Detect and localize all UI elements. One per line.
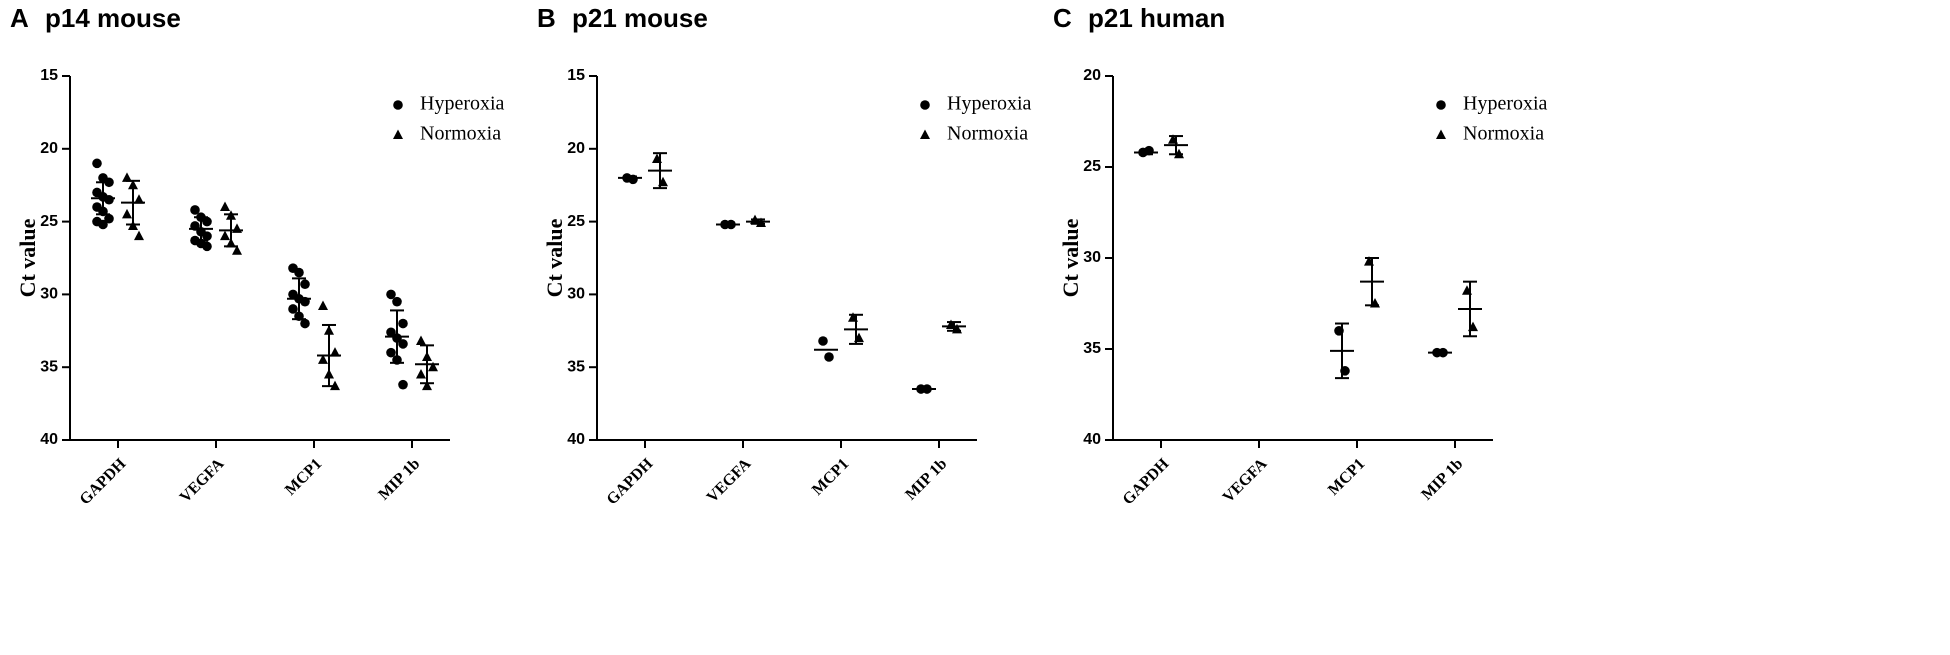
y-tick-label: 40 <box>40 431 58 448</box>
x-tick-label: GAPDH <box>604 455 657 508</box>
x-tick-label: MCP1 <box>282 455 325 498</box>
triangle-point <box>122 172 132 182</box>
triangle-point <box>920 129 930 139</box>
x-tick-label: MIP 1b <box>1418 455 1466 503</box>
triangle-point <box>134 194 144 204</box>
circle-point <box>920 100 930 110</box>
y-tick-label: 40 <box>1083 431 1101 448</box>
y-tick-label: 30 <box>40 286 58 303</box>
x-tick-label: VEGFA <box>1220 455 1271 506</box>
circle-point <box>393 100 403 110</box>
circle-point <box>398 318 408 329</box>
legend-label: Normoxia <box>420 123 501 145</box>
x-tick-label: GAPDH <box>77 455 130 508</box>
triangle-point <box>416 335 426 345</box>
panel-title: p21 mouse <box>572 3 708 33</box>
triangle-point <box>122 208 132 219</box>
circle-point <box>92 158 102 169</box>
circle-point <box>398 379 408 390</box>
circle-point <box>288 304 298 314</box>
circle-point <box>202 231 212 241</box>
x-tick-label: VEGFA <box>704 455 755 506</box>
x-tick-label: MCP1 <box>1325 455 1368 498</box>
triangle-point <box>1436 129 1446 139</box>
y-tick-label: 25 <box>40 213 58 230</box>
legend-label: Hyperoxia <box>947 93 1032 115</box>
y-axis-label: Ct value <box>1058 218 1083 297</box>
circle-point <box>190 205 200 215</box>
panel-title: p21 human <box>1088 3 1225 33</box>
triangle-point <box>416 368 426 379</box>
circle-point <box>824 352 834 362</box>
triangle-point <box>220 201 230 212</box>
legend-label: Normoxia <box>1463 123 1544 145</box>
x-tick-label: VEGFA <box>177 455 228 506</box>
triangle-point <box>232 245 242 255</box>
triangle-point <box>318 300 328 311</box>
circle-point <box>294 267 304 278</box>
y-tick-label: 25 <box>1083 158 1101 175</box>
y-tick-label: 25 <box>567 213 585 230</box>
y-axis-label: Ct value <box>542 218 567 297</box>
y-tick-label: 35 <box>40 358 58 375</box>
circle-point <box>98 219 108 230</box>
x-tick-label: MIP 1b <box>375 455 423 503</box>
circle-point <box>386 289 396 300</box>
triangle-point <box>220 230 230 241</box>
circle-point <box>104 213 114 224</box>
triangle-point <box>330 347 340 357</box>
x-tick-label: MIP 1b <box>902 455 950 503</box>
circle-point <box>300 318 310 329</box>
circle-point <box>818 336 828 346</box>
circle-point <box>386 327 396 338</box>
legend-label: Hyperoxia <box>1463 93 1548 115</box>
panel-label: B <box>537 3 556 33</box>
y-tick-label: 20 <box>567 140 585 157</box>
y-tick-label: 35 <box>1083 340 1101 357</box>
triangle-point <box>232 223 242 233</box>
triangle-point <box>318 354 328 364</box>
panel-label: C <box>1053 3 1072 33</box>
legend-label: Hyperoxia <box>420 93 505 115</box>
y-tick-label: 15 <box>40 67 58 84</box>
circle-point <box>202 241 212 252</box>
y-tick-label: 30 <box>1083 249 1101 266</box>
triangle-point <box>428 361 438 372</box>
y-tick-label: 20 <box>40 140 58 157</box>
circle-point <box>104 194 114 205</box>
triangle-point <box>422 380 432 391</box>
legend-label: Normoxia <box>947 123 1028 145</box>
y-tick-label: 30 <box>567 286 585 303</box>
y-tick-label: 15 <box>567 67 585 84</box>
circle-point <box>398 339 408 349</box>
y-tick-label: 40 <box>567 431 585 448</box>
x-tick-label: GAPDH <box>1120 455 1173 508</box>
panel-label: A <box>10 3 29 33</box>
circle-point <box>1436 100 1446 110</box>
triangle-point <box>134 230 144 241</box>
panel-title: p14 mouse <box>45 3 181 33</box>
y-tick-label: 35 <box>567 358 585 375</box>
triangle-point <box>393 129 403 139</box>
circle-point <box>300 279 310 290</box>
circle-point <box>202 216 212 227</box>
x-tick-label: MCP1 <box>809 455 852 498</box>
circle-point <box>392 296 402 307</box>
y-tick-label: 20 <box>1083 67 1101 84</box>
circle-point <box>386 347 396 358</box>
y-axis-label: Ct value <box>15 218 40 297</box>
